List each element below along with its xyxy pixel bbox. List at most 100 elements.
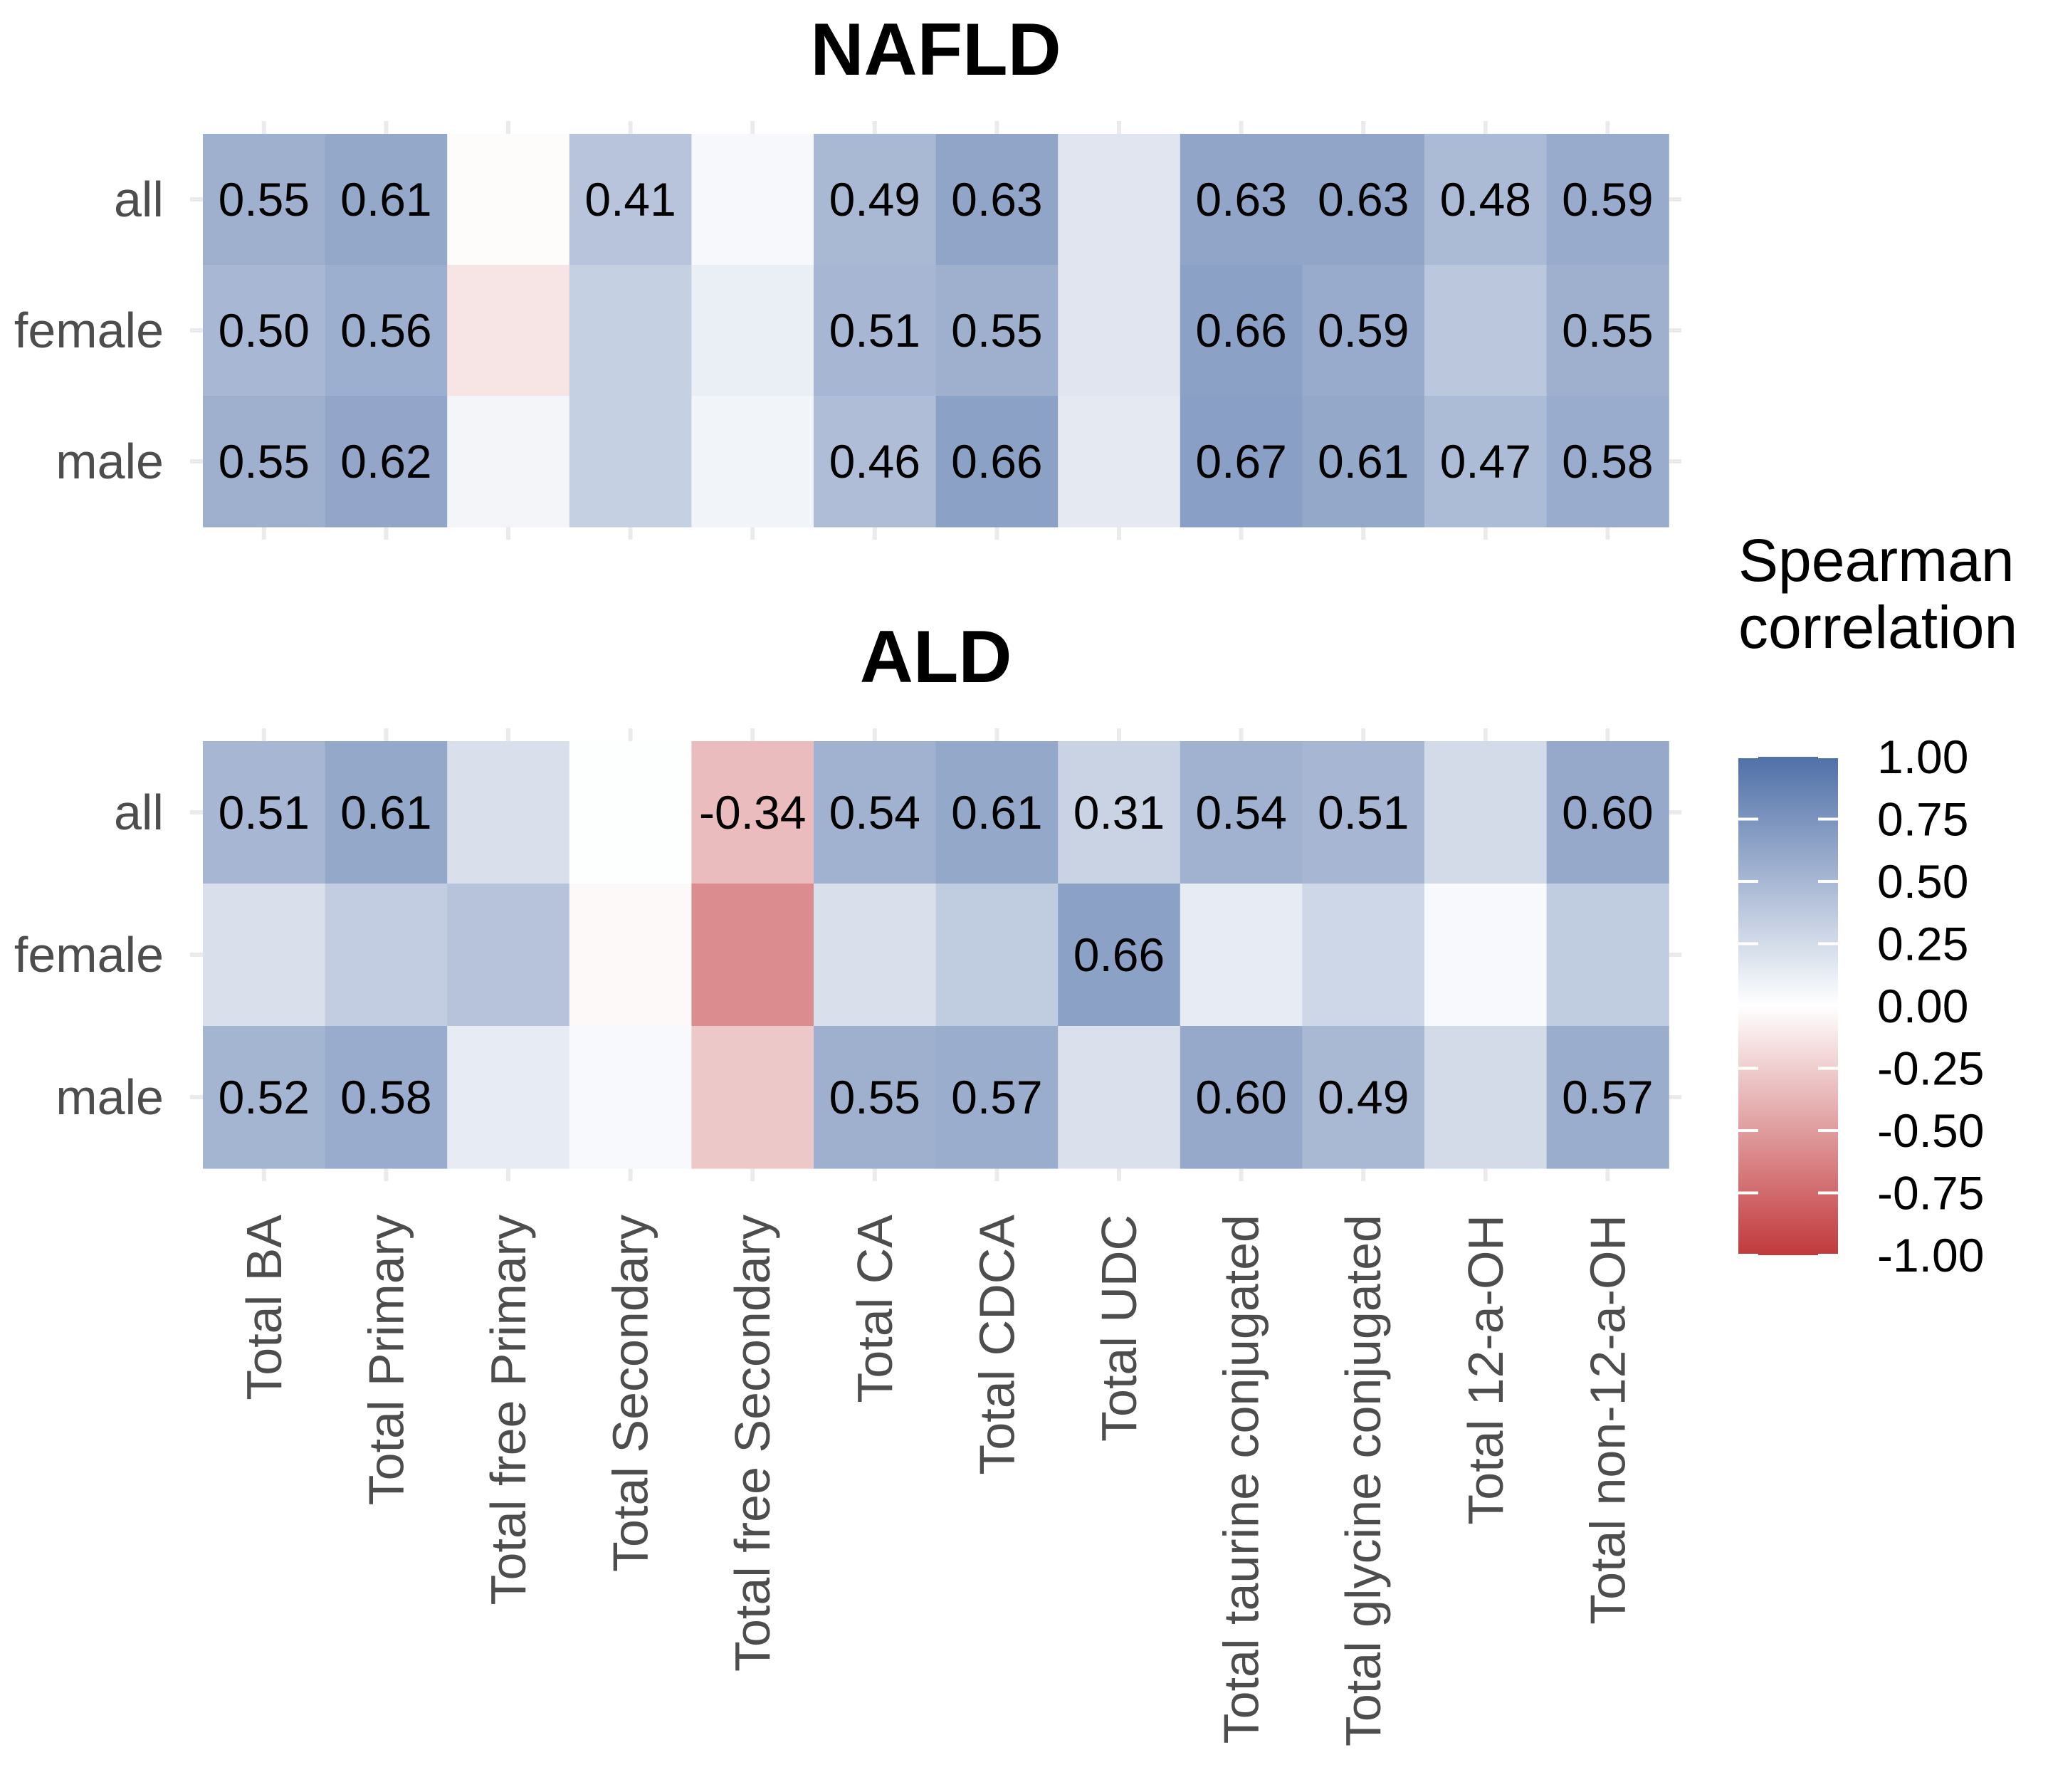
heatmap-cell [1058, 134, 1181, 266]
heatmap-cell [691, 396, 814, 528]
legend-tick-label: -0.75 [1877, 1167, 1984, 1220]
heatmap-cell [935, 884, 1059, 1027]
row-label: all [114, 172, 164, 227]
heatmap-cell [1424, 265, 1548, 397]
panel-title: NAFLD [810, 9, 1061, 91]
cell-value-label: 0.56 [340, 304, 431, 357]
heatmap-cell [1546, 1026, 1669, 1169]
cell-value-label: 0.51 [219, 786, 310, 839]
heatmap-cell [447, 396, 570, 528]
heatmap-cell [1424, 396, 1548, 528]
cell-value-label: 0.63 [1318, 173, 1409, 226]
heatmap-cell [935, 265, 1059, 397]
row-label: all [114, 785, 164, 840]
column-label: Total free Secondary [725, 1215, 780, 1672]
heatmap-cell [447, 1026, 570, 1169]
heatmap-cell [1058, 396, 1181, 528]
heatmap-cell [814, 1026, 937, 1169]
heatmap-cell [1424, 134, 1548, 266]
panel-nafld: NAFLD 0.55 0.61 0.41 0.49 0.63 0.63 0.63 0.48 0.5… [14, 9, 1682, 540]
cell-value-label: 0.50 [219, 304, 310, 357]
cell-value-label: 0.60 [1195, 1071, 1286, 1123]
column-label: Total glycine conjugated [1335, 1215, 1391, 1746]
legend-tick-label: 0.50 [1877, 855, 1968, 908]
heatmap-cell [1546, 884, 1669, 1027]
cell-value-label: 0.61 [951, 786, 1042, 839]
heatmap-cell [1058, 265, 1181, 397]
heatmap-cell [1424, 741, 1548, 884]
cell-value-label: 0.57 [951, 1071, 1042, 1123]
cell-value-label: 0.55 [1562, 304, 1653, 357]
heatmap-cell [569, 265, 692, 397]
legend-title-line2: correlation [1738, 594, 2017, 661]
heatmap-cell [325, 265, 448, 397]
heatmap-cell [691, 134, 814, 266]
heatmap-cell [203, 396, 326, 528]
heatmap-cell [1180, 134, 1303, 266]
heatmap-cell [1424, 1026, 1548, 1169]
legend-tick-label: 0.00 [1877, 980, 1968, 1032]
heatmap-cell [814, 396, 937, 528]
cell-value-label: 0.51 [1318, 786, 1409, 839]
heatmap-cell [203, 265, 326, 397]
heatmap-cell [1302, 134, 1425, 266]
cell-value-label: 0.55 [219, 435, 310, 488]
cell-value-label: 0.66 [1195, 304, 1286, 357]
legend-tick-label: 0.75 [1877, 793, 1968, 846]
cell-value-label: 0.49 [829, 173, 920, 226]
heatmap-cell [1302, 265, 1425, 397]
heatmap-cell [691, 265, 814, 397]
column-label: Total taurine conjugated [1214, 1215, 1269, 1744]
heatmap-cell [569, 134, 692, 266]
heatmap-cell [325, 1026, 448, 1169]
heatmap-cell [325, 884, 448, 1027]
column-label: Total BA [236, 1215, 292, 1400]
heatmap-cell [1302, 396, 1425, 528]
heatmap-cell [325, 741, 448, 884]
heatmap-cell [935, 134, 1059, 266]
cell-value-label: 0.55 [829, 1071, 920, 1123]
heatmap-cell [203, 884, 326, 1027]
cell-value-label: 0.49 [1318, 1071, 1409, 1123]
heatmap-cell [814, 265, 937, 397]
column-label: Total CA [847, 1215, 903, 1403]
heatmap-cell [935, 396, 1059, 528]
legend-tick-label: -1.00 [1877, 1229, 1984, 1282]
panel-title: ALD [860, 616, 1012, 698]
heatmap-cell [203, 134, 326, 266]
heatmap-cell [1424, 884, 1548, 1027]
heatmap-cell [1058, 884, 1181, 1027]
heatmap-cell [1546, 134, 1669, 266]
cell-value-label: 0.57 [1562, 1071, 1653, 1123]
heatmap-cell [1058, 741, 1181, 884]
column-label: Total CDCA [969, 1215, 1024, 1475]
cell-value-label: 0.55 [219, 173, 310, 226]
heatmap-cell [691, 1026, 814, 1169]
heatmap-cell [203, 1026, 326, 1169]
panel-ald: ALD 0.51 0.61 -0.34 0.54 0.61 0.31 0.54 0.51 0.60… [14, 616, 1682, 1181]
heatmap-cell [447, 741, 570, 884]
heatmap-cell [1180, 396, 1303, 528]
legend-tick-label: -0.50 [1877, 1104, 1984, 1157]
heatmap-cell [1302, 741, 1425, 884]
legend: Spearman correlation 1.00 0.75 0.50 0.25 0.0… [1738, 527, 2017, 1282]
cell-value-label: 0.54 [1195, 786, 1286, 839]
row-label: female [14, 927, 164, 983]
legend-tick-label: 1.00 [1877, 730, 1968, 783]
heatmap-cell [325, 134, 448, 266]
cell-value-label: 0.54 [829, 786, 920, 839]
cell-value-label: 0.48 [1440, 173, 1531, 226]
column-label: Total non-12-a-OH [1580, 1215, 1635, 1625]
legend-title-line1: Spearman [1738, 527, 2015, 594]
heatmap-cell [1302, 884, 1425, 1027]
heatmap-cell [814, 741, 937, 884]
heatmap-cell [935, 1026, 1059, 1169]
cell-value-label: 0.60 [1562, 786, 1653, 839]
heatmap-cell [814, 134, 937, 266]
row-label: male [56, 434, 164, 489]
heatmap-cell [569, 1026, 692, 1169]
heatmap-cell [203, 741, 326, 884]
heatmap-cell [1546, 265, 1669, 397]
cell-value-label: 0.46 [829, 435, 920, 488]
heatmap-cell [814, 884, 937, 1027]
